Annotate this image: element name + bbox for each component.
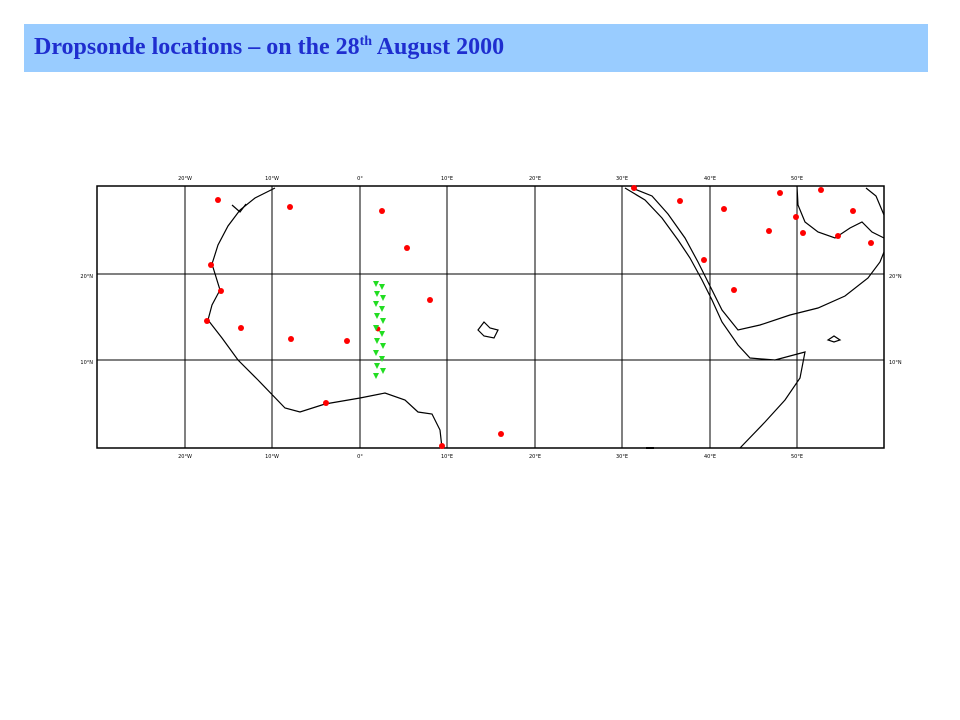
bottom-label: 40°E (704, 454, 716, 460)
right-label: 20°N (889, 274, 902, 280)
coastlines (207, 185, 885, 449)
bottom-label: 0° (357, 454, 363, 460)
top-label: 50°E (791, 176, 803, 182)
bottom-label: 10°E (441, 454, 453, 460)
top-label: 30°E (616, 176, 628, 182)
map-frame (96, 185, 885, 449)
top-label: 0° (357, 176, 363, 182)
bottom-label: 10°W (265, 454, 279, 460)
title-bar: Dropsonde locations – on the 28th August… (24, 24, 928, 72)
bottom-label: 20°W (178, 454, 192, 460)
title-text: Dropsonde locations – on the 28 (34, 34, 360, 60)
left-label: 20°N (80, 274, 93, 280)
top-label: 10°W (265, 176, 279, 182)
dropsonde-red (204, 185, 874, 449)
top-label: 10°E (441, 176, 453, 182)
dropsonde-green (373, 281, 386, 379)
left-label: 10°N (80, 360, 93, 366)
top-label: 20°W (178, 176, 192, 182)
right-label: 10°N (889, 360, 902, 366)
title-superscript: th (359, 34, 373, 49)
bottom-label: 50°E (791, 454, 803, 460)
bottom-label: 20°E (529, 454, 541, 460)
graticule (97, 186, 884, 448)
frame-mark (646, 447, 654, 449)
slide-title: Dropsonde locations – on the 28th August… (34, 34, 504, 61)
top-label: 20°E (529, 176, 541, 182)
bottom-label: 30°E (616, 454, 628, 460)
top-label: 40°E (704, 176, 716, 182)
title-text-end: August 2000 (372, 34, 505, 60)
